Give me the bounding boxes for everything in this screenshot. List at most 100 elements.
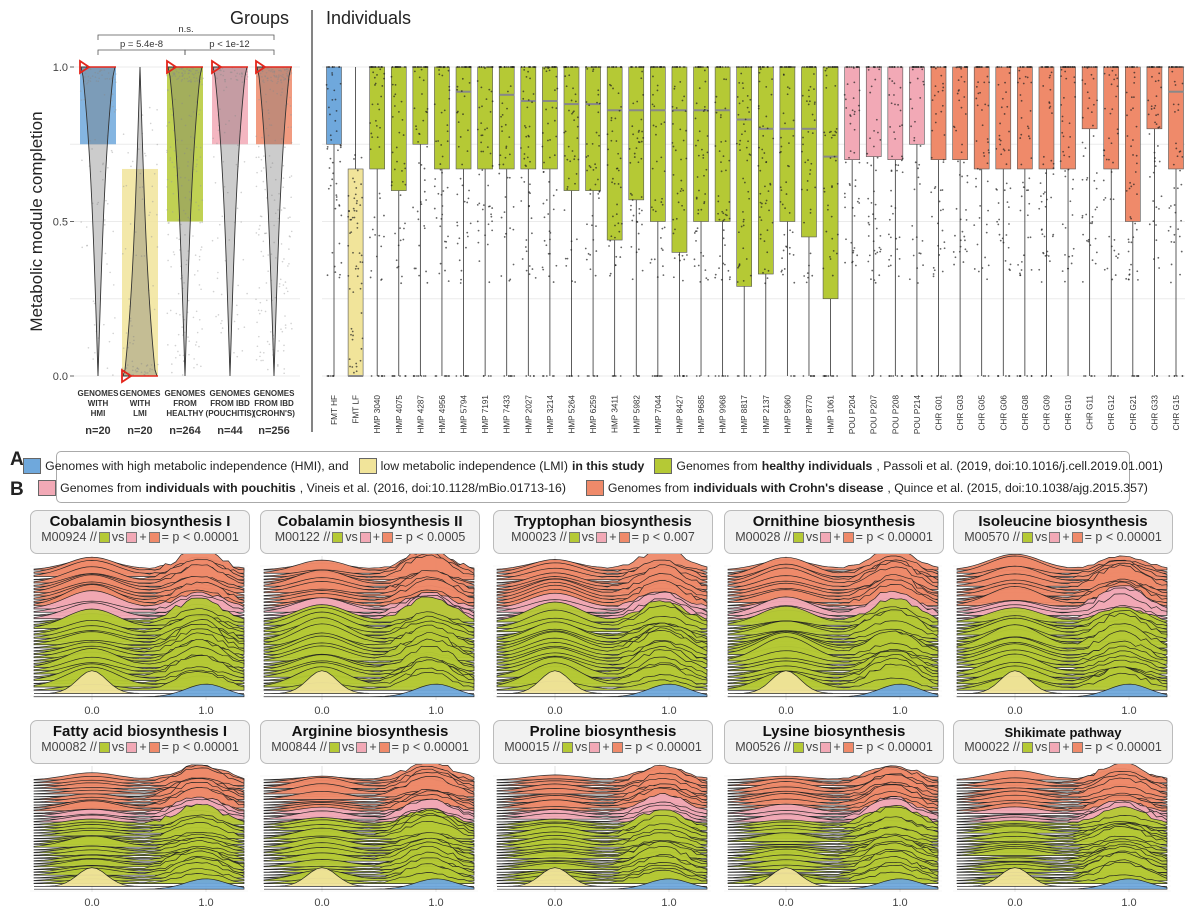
sample-point [1154, 165, 1157, 167]
sample-point [746, 159, 749, 162]
group-point [183, 282, 185, 284]
sample-label: FMT HF [330, 395, 339, 425]
sample-point [719, 66, 722, 68]
sample-point [681, 99, 684, 102]
sample-point [390, 75, 393, 78]
sample-point [759, 68, 762, 70]
sample-point [567, 145, 570, 148]
sample-point [1132, 236, 1135, 239]
sample-point [327, 187, 330, 190]
sample-point [465, 246, 467, 249]
sample-point [891, 155, 893, 158]
sample-point [943, 247, 946, 250]
sample-point [381, 85, 384, 87]
sample-point [565, 264, 568, 267]
sample-point [771, 221, 774, 224]
sample-point [811, 132, 814, 135]
sample-point [999, 239, 1002, 242]
sample-point [542, 170, 545, 173]
sample-point [997, 223, 1000, 226]
group-point [111, 151, 114, 154]
sample-point [702, 66, 704, 68]
sample-point [433, 207, 436, 210]
sample-point [697, 264, 700, 267]
sample-point [1067, 267, 1069, 270]
sample-point [383, 77, 385, 80]
sample-point [932, 273, 935, 275]
sample-box [542, 66, 558, 170]
sample-label: POU P207 [870, 395, 879, 435]
sample-point [606, 133, 609, 136]
sample-point [1059, 160, 1062, 163]
sample-point [874, 203, 877, 206]
sample-point [663, 226, 666, 229]
sample-point [832, 134, 834, 137]
sample-point [740, 225, 743, 228]
sample-point [941, 270, 944, 273]
sample-point [742, 220, 745, 223]
sample-point [848, 66, 851, 68]
sample-point [576, 137, 579, 140]
sample-box [369, 66, 385, 170]
group-point [290, 322, 292, 325]
sample-point [757, 66, 760, 68]
sample-point [987, 264, 990, 267]
sample-point [1114, 375, 1117, 377]
sample-point [1170, 263, 1173, 266]
sample-point [548, 156, 551, 159]
group-point [282, 284, 285, 286]
sample-point [1160, 66, 1163, 68]
sample-point [545, 108, 547, 111]
sample-point [361, 196, 364, 199]
sample-point [551, 375, 554, 377]
sample-point [871, 375, 874, 377]
sample-point [331, 178, 334, 181]
sample-point [553, 154, 556, 157]
group-point [103, 69, 106, 71]
group-point [264, 310, 267, 313]
sample-point [766, 277, 769, 280]
sample-box [973, 66, 990, 170]
sample-point [803, 275, 806, 277]
sample-point [350, 327, 353, 330]
ridge-density [496, 683, 708, 698]
sample-point [349, 232, 351, 235]
y-tick-label: 0.5 [53, 217, 68, 229]
sample-point [414, 267, 417, 270]
sample-point [356, 275, 359, 278]
sample-point [1048, 107, 1051, 109]
sample-point [394, 232, 396, 235]
sample-point [1152, 171, 1155, 174]
sample-point [459, 282, 462, 284]
sample-point [785, 193, 788, 195]
sample-point [1104, 196, 1107, 199]
sample-point [413, 107, 416, 110]
sample-point [619, 66, 622, 68]
sample-point [399, 227, 401, 230]
sample-point [874, 252, 877, 255]
sample-point [653, 258, 656, 261]
sample-point [1094, 237, 1097, 240]
sample-point [564, 257, 567, 260]
legend-swatch-crohns [585, 480, 604, 496]
sample-point [508, 136, 511, 139]
sample-point [574, 182, 576, 185]
ridge-module-stat: M00570 //vs + = p < 0.00001 [964, 530, 1162, 544]
group-n-label: n=264 [169, 425, 201, 437]
sample-point [894, 103, 896, 106]
group-point [287, 126, 289, 129]
sample-point [682, 375, 685, 377]
sample-point [577, 158, 580, 161]
group-point [273, 224, 275, 227]
sample-point [1085, 213, 1088, 216]
sample-point [1051, 112, 1053, 115]
group-point [255, 185, 258, 188]
sample-point [703, 108, 706, 111]
sample-point [934, 67, 937, 70]
group-point [270, 124, 273, 126]
sample-point [875, 227, 878, 230]
sample-point [482, 204, 485, 207]
sample-point [1042, 251, 1044, 254]
sample-point [834, 130, 837, 133]
sample-point [635, 66, 637, 68]
